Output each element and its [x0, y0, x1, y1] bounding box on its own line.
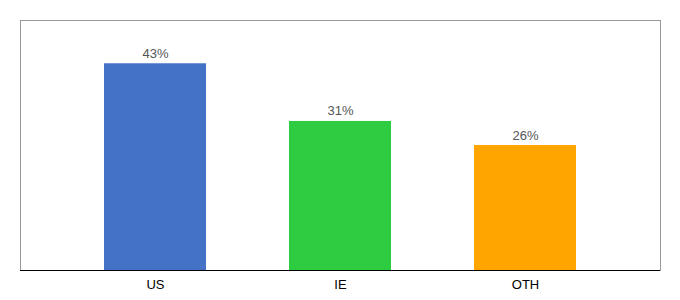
svg-text:IE: IE [334, 277, 347, 292]
svg-text:26%: 26% [512, 128, 538, 143]
svg-text:OTH: OTH [512, 277, 539, 292]
svg-text:43%: 43% [142, 46, 168, 61]
svg-text:31%: 31% [327, 103, 353, 118]
svg-text:US: US [146, 277, 164, 292]
